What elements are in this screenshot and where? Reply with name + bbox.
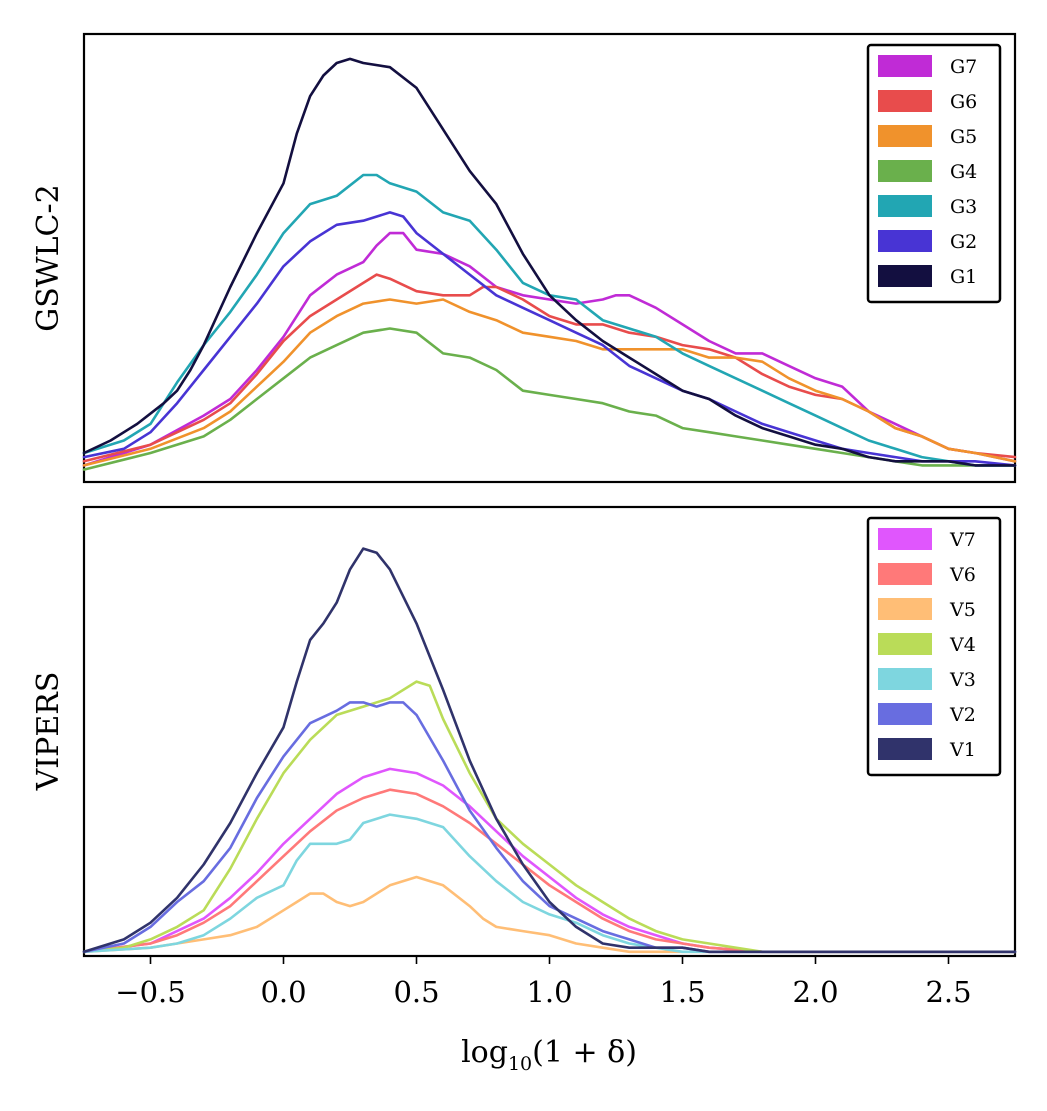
legend-label-v7: V7 (949, 529, 976, 551)
legend-swatch-g2 (878, 230, 932, 252)
series-group (82, 547, 1017, 954)
panel-frame (82, 32, 1017, 484)
series-line-g4 (82, 327, 1017, 471)
x-tick-label: 0.5 (393, 975, 439, 1009)
legend-swatch-g3 (878, 195, 932, 217)
x-axis-label-suffix: (1 + δ) (532, 1035, 637, 1070)
series-line-v6 (82, 788, 1017, 954)
y-axis-label: GSWLC-2 (31, 184, 66, 331)
x-axis: −0.5 0.0 0.5 1.0 1.5 2.0 2.5 (115, 956, 972, 1009)
x-tick-label: 2.0 (792, 975, 838, 1009)
legend-label-v3: V3 (949, 669, 976, 691)
legend-swatch-v1 (878, 738, 932, 760)
legend-label-g1: G1 (950, 266, 977, 288)
series-line-g5 (82, 298, 1017, 467)
legend-swatch-g6 (878, 90, 932, 112)
series-line-g7 (82, 231, 1017, 467)
series-line-v2 (82, 701, 1017, 954)
legend-label-v2: V2 (949, 704, 976, 726)
legend-swatch-g1 (878, 265, 932, 287)
series-group (82, 57, 1017, 471)
series-line-v5 (82, 875, 1017, 954)
x-tick-label: 1.5 (659, 975, 705, 1009)
x-tick-label: −0.5 (115, 975, 185, 1009)
x-tick-label: 0.0 (260, 975, 306, 1009)
series-line-v4 (82, 680, 1017, 954)
legend-label-g5: G5 (950, 126, 977, 148)
legend-label-v6: V6 (949, 564, 976, 586)
legend-label-g7: G7 (950, 56, 977, 78)
legend-swatch-v3 (878, 668, 932, 690)
legend: V7 V6 V5 V4 V3 V2 V1 (866, 516, 1002, 777)
legend-label-g4: G4 (950, 161, 977, 183)
legend-swatch-v2 (878, 703, 932, 725)
series-line-v1 (82, 547, 1017, 954)
x-axis-label-subscript: 10 (508, 1053, 532, 1075)
legend-swatch-g5 (878, 125, 932, 147)
panel-gswlc2: GSWLC-2 G7 G6 G5 G4 G3 G2 G1 (31, 32, 1017, 484)
legend-swatch-v7 (878, 528, 932, 550)
legend-label-g3: G3 (950, 196, 977, 218)
x-tick-label: 1.0 (526, 975, 572, 1009)
legend-label-v4: V4 (949, 634, 976, 656)
legend-swatch-g7 (878, 55, 932, 77)
legend: G7 G6 G5 G4 G3 G2 G1 (866, 43, 1002, 304)
legend-label-v5: V5 (949, 599, 976, 621)
series-line-v7 (82, 767, 1017, 954)
legend-swatch-v4 (878, 633, 932, 655)
x-axis-label: log10(1 + δ) (461, 1035, 637, 1075)
legend-swatch-g4 (878, 160, 932, 182)
panel-vipers: VIPERS V7 V6 V5 V4 V3 V2 V1 (31, 505, 1017, 958)
legend-label-g2: G2 (950, 231, 977, 253)
series-line-g1 (82, 57, 1017, 467)
legend-swatch-v6 (878, 563, 932, 585)
series-line-v3 (82, 813, 1017, 954)
legend-swatch-v5 (878, 598, 932, 620)
x-axis-label-prefix: log (461, 1035, 508, 1070)
legend-label-g6: G6 (950, 91, 977, 113)
y-axis-label: VIPERS (31, 672, 66, 792)
legend-label-v1: V1 (949, 739, 976, 761)
series-line-g3 (82, 173, 1017, 467)
x-tick-label: 2.5 (925, 975, 971, 1009)
